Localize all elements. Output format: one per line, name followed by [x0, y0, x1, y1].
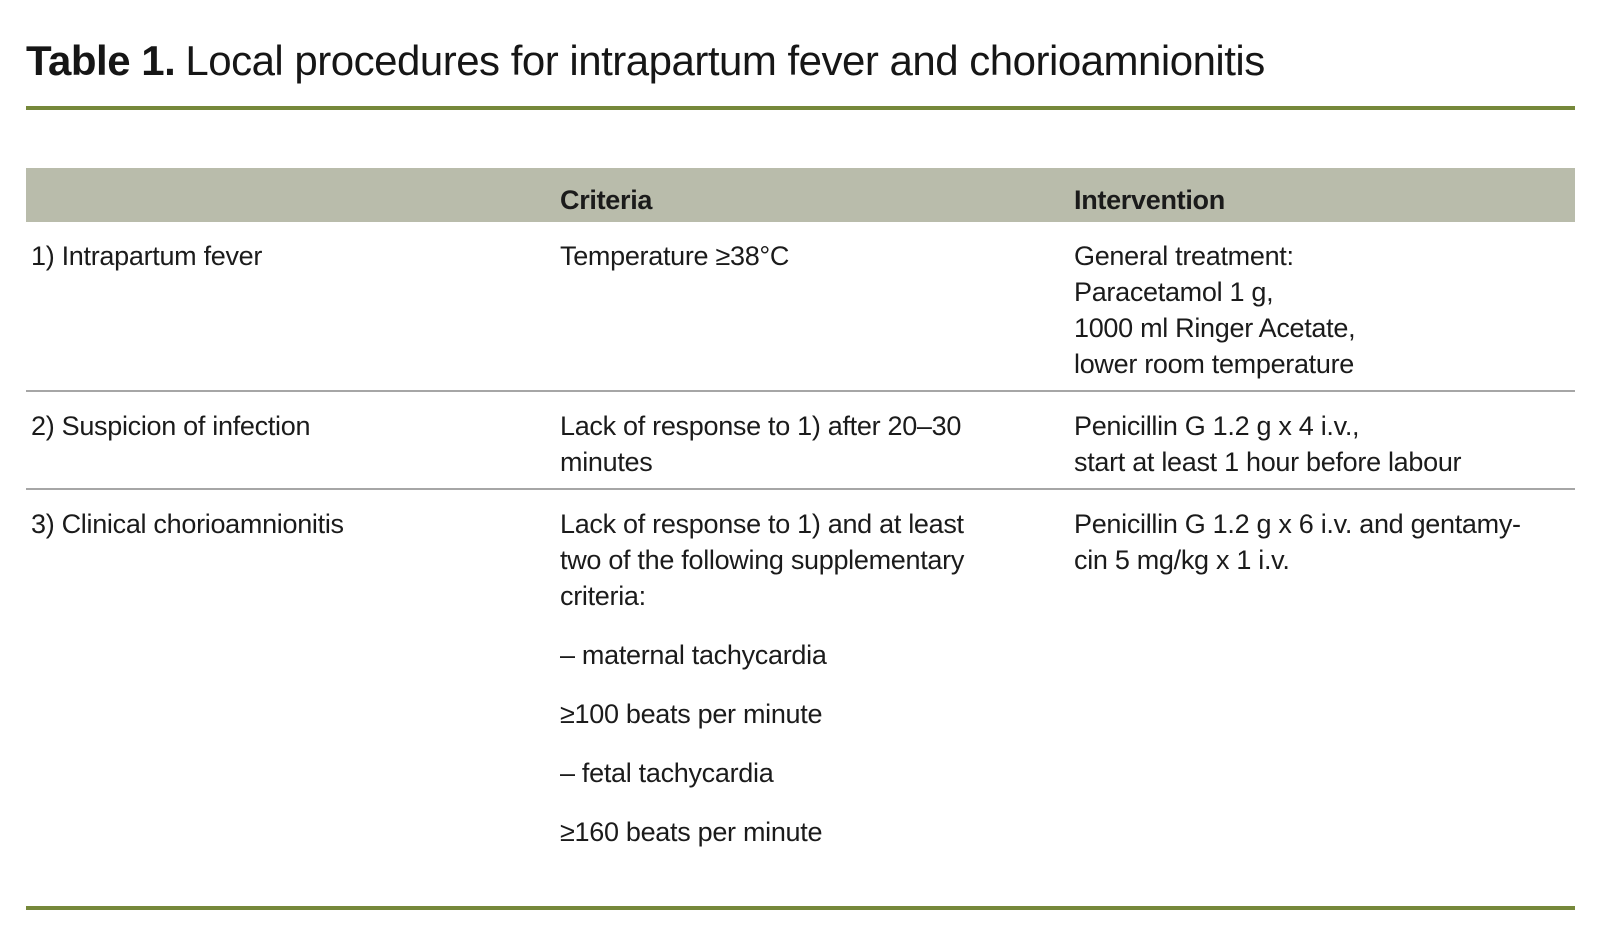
header-cell-criteria: Criteria [560, 185, 653, 215]
cell-paragraph: ≥100 beats per minute [560, 696, 1074, 732]
intervention-cell: General treatment: Paracetamol 1 g, 1000 m… [1074, 222, 1575, 390]
cell-paragraph: Penicillin G 1.2 g x 6 i.v. and gentamy-… [1074, 506, 1575, 578]
intervention-cell: Penicillin G 1.2 g x 4 i.v., start at lea… [1074, 392, 1575, 488]
cell-paragraph: 2) Suspicion of infection [31, 408, 560, 444]
row-label-cell: 3) Clinical chorioamnionitis [26, 490, 560, 906]
criteria-cell: Temperature ≥38°C [560, 222, 1074, 390]
procedures-table: Criteria Intervention 1) Intrapartum fev… [26, 168, 1575, 906]
cell-line: Penicillin G 1.2 g x 4 i.v., [1074, 411, 1360, 441]
cell-line: Temperature ≥38°C [560, 241, 790, 271]
row-label-cell: 1) Intrapartum fever [26, 222, 560, 390]
intervention-cell: Penicillin G 1.2 g x 6 i.v. and gentamy-… [1074, 490, 1575, 906]
cell-line: Lack of response to 1) and at least [560, 509, 964, 539]
cell-line: 1000 ml Ringer Acetate, [1074, 313, 1356, 343]
cell-line: 2) Suspicion of infection [31, 411, 311, 441]
cell-line: cin 5 mg/kg x 1 i.v. [1074, 545, 1290, 575]
cell-line: two of the following supplementary [560, 545, 965, 575]
criteria-cell: Lack of response to 1) and at least two o… [560, 490, 1074, 906]
cell-line: lower room temperature [1074, 349, 1355, 379]
cell-paragraph: Temperature ≥38°C [560, 238, 1074, 274]
cell-paragraph: Penicillin G 1.2 g x 4 i.v., start at lea… [1074, 408, 1575, 480]
cell-paragraph: – maternal tachycardia [560, 637, 1074, 673]
cell-line: 3) Clinical chorioamnionitis [31, 509, 344, 539]
table-row: 2) Suspicion of infection Lack of respons… [26, 390, 1575, 488]
cell-paragraph: General treatment: Paracetamol 1 g, 1000 m… [1074, 238, 1575, 382]
cell-line: Penicillin G 1.2 g x 6 i.v. and gentamy- [1074, 509, 1521, 539]
bottom-rule [26, 906, 1575, 910]
table-number: Table 1. [26, 37, 176, 84]
cell-line: Lack of response to 1) after 20–30 [560, 411, 962, 441]
row-label-cell: 2) Suspicion of infection [26, 392, 560, 488]
header-cell-empty [26, 168, 560, 222]
cell-line: minutes [560, 447, 653, 477]
table-header-row: Criteria Intervention [26, 168, 1575, 222]
cell-paragraph: 1) Intrapartum fever [31, 238, 560, 274]
cell-line: criteria: [560, 581, 646, 611]
cell-line: 1) Intrapartum fever [31, 241, 263, 271]
cell-paragraph: Lack of response to 1) after 20–30 minute… [560, 408, 1074, 480]
cell-line: – fetal tachycardia [560, 758, 774, 788]
cell-line: – maternal tachycardia [560, 640, 827, 670]
table-caption: Local procedures for intrapartum fever a… [185, 37, 1265, 84]
header-cell-intervention: Intervention [1074, 185, 1225, 215]
criteria-cell: Lack of response to 1) after 20–30 minute… [560, 392, 1074, 488]
cell-paragraph: 3) Clinical chorioamnionitis [31, 506, 560, 542]
table-row: 1) Intrapartum fever Temperature ≥38°C Gen… [26, 222, 1575, 390]
cell-line: Paracetamol 1 g, [1074, 277, 1274, 307]
cell-line: start at least 1 hour before labour [1074, 447, 1462, 477]
cell-line: ≥100 beats per minute [560, 699, 823, 729]
table-body: 1) Intrapartum fever Temperature ≥38°C Gen… [26, 222, 1575, 906]
cell-paragraph: – fetal tachycardia [560, 755, 1074, 791]
table-title: Table 1. Local procedures for intrapartum… [26, 38, 1265, 84]
cell-line: General treatment: [1074, 241, 1294, 271]
cell-line: ≥160 beats per minute [560, 817, 823, 847]
cell-paragraph: Lack of response to 1) and at least two o… [560, 506, 1074, 614]
table-row: 3) Clinical chorioamnionitis Lack of resp… [26, 488, 1575, 906]
top-rule [26, 106, 1575, 110]
cell-paragraph: ≥160 beats per minute [560, 814, 1074, 850]
